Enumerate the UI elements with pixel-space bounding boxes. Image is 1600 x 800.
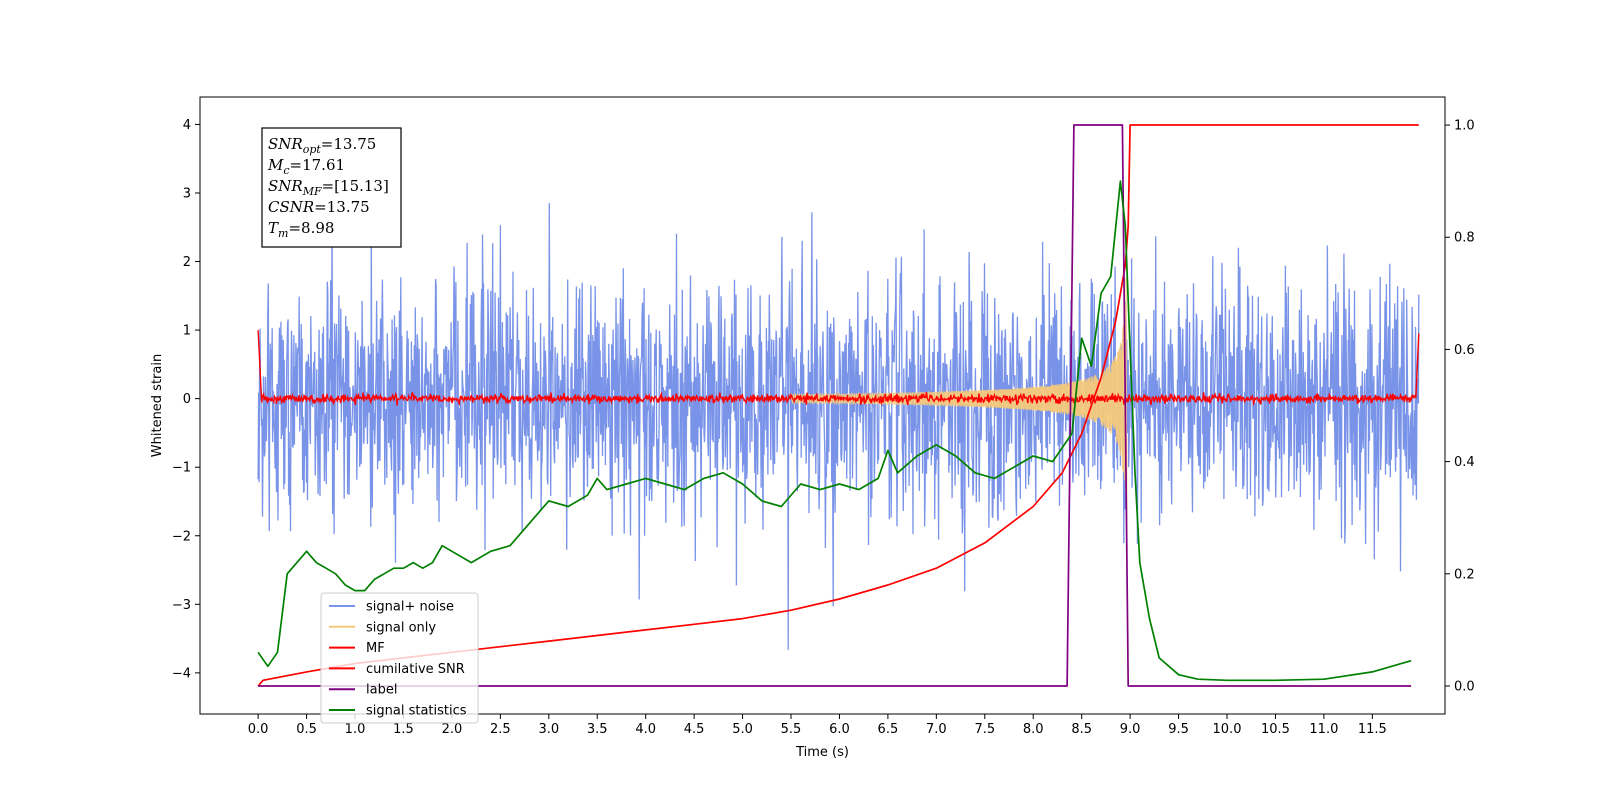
annotation-value: =13.75 bbox=[321, 135, 377, 153]
y-tick-label-left: −2 bbox=[172, 529, 191, 544]
y-tick-label-right: 0.2 bbox=[1454, 567, 1475, 582]
x-tick-label: 4.5 bbox=[684, 722, 705, 737]
annotation-subscript: m bbox=[278, 227, 288, 240]
legend: signal+ noise signal only MF cumilative SNR… bbox=[320, 592, 479, 724]
x-tick-label: 0.0 bbox=[248, 722, 269, 737]
x-tick-label: 8.0 bbox=[1023, 722, 1044, 737]
annotation-symbol: T bbox=[268, 219, 279, 237]
x-tick-label: 2.5 bbox=[490, 722, 511, 737]
legend-entry: cumilative SNR bbox=[366, 662, 465, 677]
y-tick-label-left: −3 bbox=[172, 598, 191, 613]
legend-entry: signal statistics bbox=[366, 704, 467, 719]
x-tick-label: 1.5 bbox=[393, 722, 414, 737]
annotation-subscript: c bbox=[283, 164, 289, 177]
series-signal-noise bbox=[257, 201, 1420, 650]
y-tick-label-left: 1 bbox=[183, 324, 191, 339]
annotation-subscript: opt bbox=[303, 143, 322, 156]
x-tick-label: 9.0 bbox=[1120, 722, 1141, 737]
y-axis-label: Whitened strain bbox=[150, 354, 165, 457]
annotation-line: SNRopt=13.75 bbox=[268, 135, 376, 156]
x-tick-label: 10.5 bbox=[1261, 722, 1290, 737]
x-axis-label: Time (s) bbox=[795, 745, 849, 760]
x-tick-label: 8.5 bbox=[1071, 722, 1092, 737]
annotation-line: Tm=8.98 bbox=[268, 219, 334, 240]
annotation-value: =8.98 bbox=[288, 219, 334, 237]
y-tick-label-left: 2 bbox=[183, 255, 191, 270]
x-tick-label: 6.0 bbox=[829, 722, 850, 737]
y-tick-label-right: 1.0 bbox=[1454, 119, 1475, 134]
x-tick-label: 11.5 bbox=[1358, 722, 1387, 737]
y-tick-label-right: 0.4 bbox=[1454, 455, 1475, 470]
axes: 0.0 0.5 1.0 1.5 2.0 2.5 3.0 3.5 4.0 4.5 5.0 5.5 6.0 6… bbox=[150, 96, 1475, 760]
legend-frame bbox=[320, 592, 479, 724]
annotation-line: SNRMF=[15.13] bbox=[268, 177, 389, 198]
x-tick-label: 6.5 bbox=[878, 722, 899, 737]
y-tick-label-right: 0.0 bbox=[1454, 679, 1475, 694]
series-signal-statistics bbox=[257, 180, 1412, 682]
series-signal-only bbox=[790, 277, 1129, 548]
x-tick-label: 3.5 bbox=[587, 722, 608, 737]
legend-entry: label bbox=[366, 683, 397, 698]
series-label bbox=[258, 124, 1412, 687]
annotation-value: =13.75 bbox=[314, 198, 370, 216]
series-mf bbox=[257, 330, 1420, 407]
annotation-symbol: M bbox=[267, 156, 284, 174]
annotation-symbol: CSNR bbox=[268, 198, 314, 216]
annotation-line: Mc=17.61 bbox=[267, 156, 345, 177]
x-tick-label: 9.5 bbox=[1168, 722, 1189, 737]
y-tick-label-left: −1 bbox=[172, 461, 191, 476]
x-tick-label: 11.0 bbox=[1309, 722, 1338, 737]
x-tick-label: 5.5 bbox=[781, 722, 802, 737]
annotation-symbol: SNR bbox=[268, 177, 303, 195]
x-tick-label: 7.5 bbox=[974, 722, 995, 737]
annotation-value: =17.61 bbox=[290, 156, 346, 174]
legend-entry: signal only bbox=[366, 620, 436, 635]
x-tick-label: 2.0 bbox=[442, 722, 463, 737]
y-tick-label-right: 0.8 bbox=[1454, 231, 1475, 246]
y-tick-label-left: 3 bbox=[183, 186, 191, 201]
x-tick-label: 4.0 bbox=[635, 722, 656, 737]
legend-entry: MF bbox=[366, 641, 385, 656]
x-tick-label: 1.0 bbox=[345, 722, 366, 737]
annotation-subscript: MF bbox=[302, 185, 322, 198]
x-tick-label: 3.0 bbox=[538, 722, 559, 737]
x-tick-label: 0.5 bbox=[296, 722, 317, 737]
y-tick-label-left: −4 bbox=[172, 666, 191, 681]
y-tick-label-left: 0 bbox=[183, 392, 191, 407]
x-tick-label: 5.0 bbox=[732, 722, 753, 737]
annotation-value: =[15.13] bbox=[322, 177, 389, 195]
x-tick-label: 10.0 bbox=[1213, 722, 1242, 737]
plot-frame bbox=[199, 96, 1446, 715]
annotation-frame bbox=[261, 127, 402, 248]
annotation-line: CSNR=13.75 bbox=[268, 198, 370, 216]
y-tick-label-right: 0.6 bbox=[1454, 343, 1475, 358]
stats-annotation-box: SNRopt=13.75Mc=17.61SNRMF=[15.13]CSNR=13… bbox=[261, 127, 402, 248]
legend-entry: signal+ noise bbox=[366, 600, 454, 615]
x-tick-label: 7.0 bbox=[926, 722, 947, 737]
annotation-symbol: SNR bbox=[268, 135, 303, 153]
y-tick-label-left: 4 bbox=[183, 118, 191, 133]
